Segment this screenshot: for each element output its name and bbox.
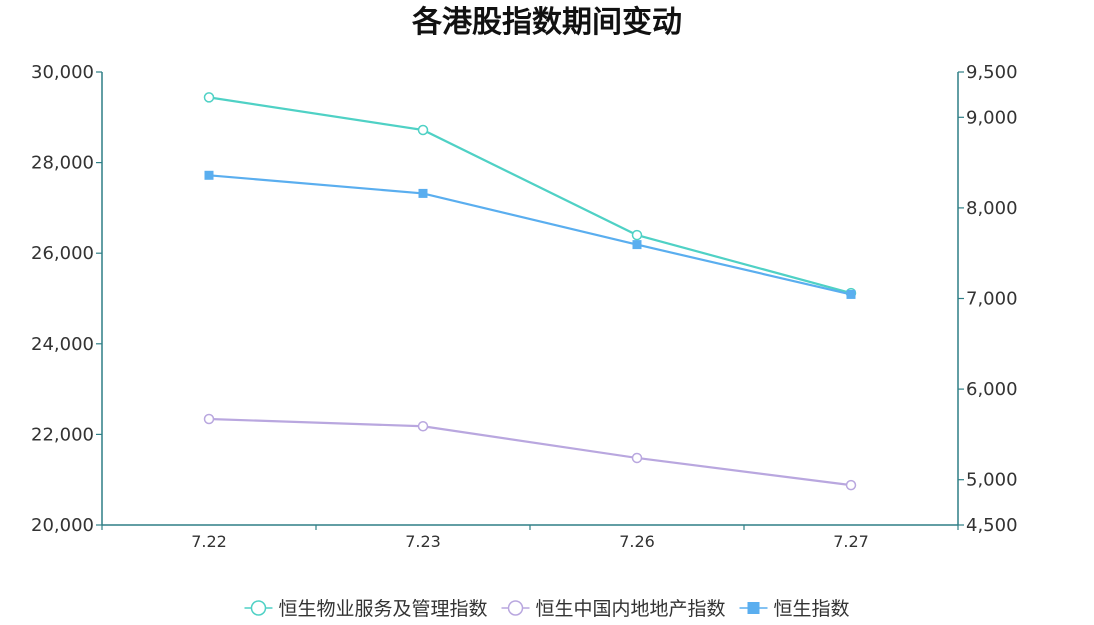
series-line	[208, 96, 852, 295]
data-point-circle	[631, 452, 643, 464]
right-y-tick-label: 4,500	[966, 515, 1018, 536]
left-y-tick-label: 24,000	[31, 334, 94, 355]
left-y-tick-label: 22,000	[31, 424, 94, 445]
legend-label: 恒生指数	[774, 598, 850, 620]
legend-marker-square	[747, 602, 760, 614]
legend-item[interactable]: 恒生中国内地地产指数	[501, 598, 726, 620]
legend: 恒生物业服务及管理指数 恒生中国内地地产指数 恒生指数	[244, 598, 850, 620]
series-line	[208, 417, 852, 487]
series-2	[204, 170, 856, 299]
right-y-tick-label: 5,000	[966, 470, 1018, 491]
x-tick-label: 7.22	[191, 532, 227, 551]
right-y-tick-label: 8,000	[966, 198, 1018, 219]
right-y-tick-label: 9,500	[966, 62, 1018, 83]
legend-label: 恒生中国内地地产指数	[535, 598, 725, 620]
data-point-circle	[203, 92, 215, 103]
data-point-circle	[417, 124, 429, 136]
data-point-circle	[203, 413, 215, 425]
left-y-tick-label: 26,000	[31, 243, 94, 264]
x-tick-label: 7.23	[405, 532, 441, 551]
series-lines	[203, 92, 857, 491]
series-0	[203, 92, 857, 299]
data-point-circle	[417, 420, 429, 432]
data-point-square	[846, 289, 856, 299]
axes: 20,000 22,000 24,000 26,000 28,000 30,000 4,50…	[31, 62, 1018, 551]
legend-marker-circle	[507, 600, 524, 616]
left-y-tick-label: 28,000	[31, 153, 94, 174]
left-y-tick-label: 30,000	[31, 62, 94, 83]
data-point-circle	[845, 479, 857, 491]
legend-item[interactable]: 恒生指数	[739, 598, 850, 620]
x-tick-label: 7.26	[619, 532, 655, 551]
data-point-square	[632, 240, 642, 250]
right-y-tick-label: 6,000	[966, 379, 1018, 400]
right-y-tick-label: 9,000	[966, 107, 1018, 128]
legend-item[interactable]: 恒生物业服务及管理指数	[244, 598, 487, 620]
series-line	[208, 174, 852, 296]
right-y-tick-label: 7,000	[966, 289, 1018, 310]
chart-title: 各港股指数期间变动	[411, 5, 682, 40]
data-point-square	[204, 170, 214, 180]
left-y-tick-label: 20,000	[31, 515, 94, 536]
data-point-circle	[631, 229, 643, 241]
legend-label: 恒生物业服务及管理指数	[278, 598, 487, 620]
legend-marker-circle	[250, 600, 267, 616]
data-point-square	[418, 188, 428, 198]
series-1	[203, 413, 857, 491]
x-tick-label: 7.27	[833, 532, 869, 551]
